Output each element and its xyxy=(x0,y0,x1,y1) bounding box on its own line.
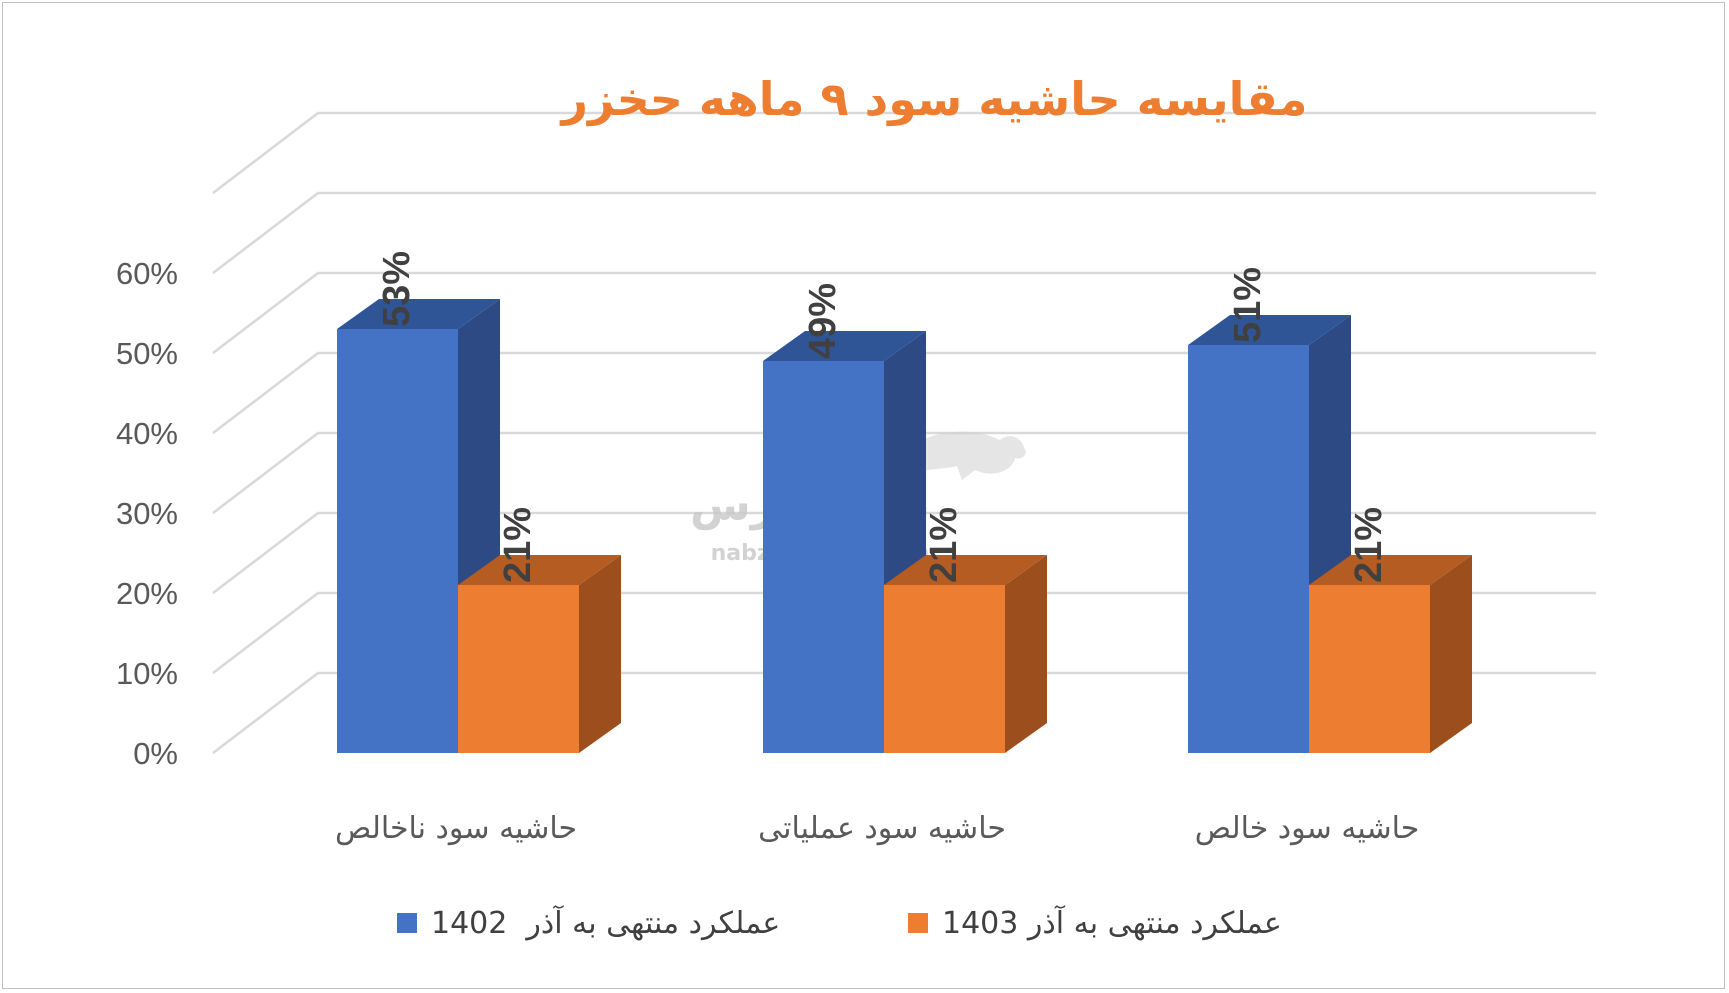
bar-front xyxy=(337,329,458,753)
y-tick-label: 40% xyxy=(116,416,178,451)
bar-layer xyxy=(337,299,1472,753)
data-label: 51% xyxy=(1227,267,1269,343)
chart-title: مقایسه حاشیه سود ۹ ماهه حخزر xyxy=(561,72,1308,126)
x-axis-categories: حاشیه سود ناخالص حاشیه سود عملیاتی حاشیه س… xyxy=(335,811,1419,846)
bar-front xyxy=(1188,345,1309,753)
bar-side xyxy=(579,555,621,753)
y-tick-label: 0% xyxy=(133,736,178,771)
bar xyxy=(763,331,926,753)
data-label-layer: 53% 49% 51% 21% 21% 21% xyxy=(376,251,1390,583)
grid-layer xyxy=(212,111,1596,754)
bar-top xyxy=(1188,315,1351,345)
y-axis-ticks: 0% 10% 20% 30% 40% 50% 60% xyxy=(116,256,178,771)
gridline xyxy=(212,431,1596,514)
data-label: 21% xyxy=(1348,507,1390,583)
bar xyxy=(1188,315,1351,753)
x-category-label: حاشیه سود ناخالص xyxy=(335,811,577,846)
bar-front xyxy=(458,585,579,753)
bull-logo-icon xyxy=(900,431,1026,480)
bar-top xyxy=(1309,555,1472,585)
x-category-label: حاشیه سود خالص xyxy=(1195,811,1420,846)
legend-swatch-1402 xyxy=(397,913,417,933)
gridline xyxy=(212,671,1596,754)
gridline xyxy=(212,511,1596,594)
bar-top xyxy=(884,555,1047,585)
gridline xyxy=(212,351,1596,434)
bar xyxy=(884,555,1047,753)
gridline xyxy=(212,111,1596,194)
data-label: 21% xyxy=(923,507,965,583)
gridline xyxy=(212,191,1596,274)
y-tick-label: 50% xyxy=(116,336,178,371)
legend-swatch-1403 xyxy=(908,913,928,933)
bar-top xyxy=(458,555,621,585)
bar-top xyxy=(337,299,500,329)
bar xyxy=(458,555,621,753)
y-tick-label: 30% xyxy=(116,496,178,531)
gridline xyxy=(212,591,1596,674)
y-tick-label: 60% xyxy=(116,256,178,291)
bar xyxy=(1309,555,1472,753)
data-label: 49% xyxy=(802,283,844,359)
gridline xyxy=(212,271,1596,354)
data-label: 53% xyxy=(376,251,418,327)
legend-item-1402: عملکرد منتهی به آذر 1402 xyxy=(397,898,780,948)
data-label: 21% xyxy=(497,507,539,583)
bar-side xyxy=(1430,555,1472,753)
bar-front xyxy=(884,585,1005,753)
y-tick-label: 10% xyxy=(116,656,178,691)
bar-front xyxy=(1309,585,1430,753)
y-tick-label: 20% xyxy=(116,576,178,611)
legend-label-1403: عملکرد منتهی به آذر 1403 xyxy=(942,905,1282,941)
legend-label-1402: عملکرد منتهی به آذر 1402 xyxy=(431,905,781,941)
bar-front xyxy=(763,361,884,753)
legend-item-1403: عملکرد منتهی به آذر 1403 xyxy=(908,898,1282,948)
bar-side xyxy=(1005,555,1047,753)
x-category-label: حاشیه سود عملیاتی xyxy=(758,811,1006,846)
bar-top xyxy=(763,331,926,361)
